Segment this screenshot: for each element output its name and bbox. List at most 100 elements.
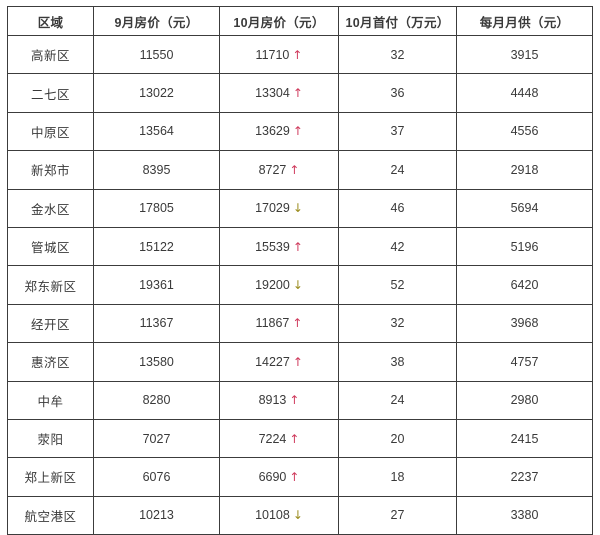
cell-oct-price: 6690 ↑ (219, 457, 339, 497)
oct-price-value-wrap: 10108 ↓ (255, 508, 303, 522)
cell-region: 经开区 (7, 303, 94, 344)
cell-oct-price: 11867 ↑ (219, 303, 339, 344)
table-row: 经开区 11367 11867 ↑ 32 3968 (7, 303, 593, 344)
trend-up-arrow-icon: ↑ (292, 86, 303, 101)
housing-price-table: 区域 9月房价（元） 10月房价（元） 10月首付（万元） 每月月供（元） 高新… (7, 6, 593, 535)
oct-price-value: 19200 (255, 278, 290, 293)
cell-downpayment: 18 (338, 457, 457, 497)
cell-oct-price: 19200 ↓ (219, 265, 339, 305)
trend-up-arrow-icon: ↑ (292, 239, 303, 254)
table-row: 中牟 8280 8913 ↑ 24 2980 (7, 380, 593, 420)
cell-sep-price: 8395 (93, 150, 220, 190)
cell-downpayment: 32 (338, 34, 457, 75)
column-header-monthly-payment: 每月月供（元） (456, 6, 593, 36)
cell-downpayment: 37 (338, 111, 457, 152)
cell-monthly-payment: 3380 (456, 495, 593, 535)
oct-price-value-wrap: 11867 ↑ (256, 316, 303, 330)
cell-sep-price: 19361 (93, 265, 220, 305)
cell-downpayment: 46 (338, 188, 457, 228)
header-row: 区域 9月房价（元） 10月房价（元） 10月首付（万元） 每月月供（元） (7, 6, 593, 36)
oct-price-value: 8727 (258, 162, 287, 177)
oct-price-value-wrap: 6690 ↑ (259, 470, 300, 484)
table-row: 惠济区 13580 14227 ↑ 38 4757 (7, 342, 593, 382)
column-header-sep-price: 9月房价（元） (93, 6, 220, 36)
cell-monthly-payment: 6420 (456, 265, 593, 305)
trend-up-arrow-icon: ↑ (289, 393, 300, 408)
cell-oct-price: 10108 ↓ (219, 495, 339, 535)
trend-down-arrow-icon: ↓ (292, 278, 303, 293)
trend-up-arrow-icon: ↑ (289, 431, 300, 446)
cell-monthly-payment: 2415 (456, 418, 593, 459)
oct-price-value-wrap: 11710 ↑ (256, 48, 303, 62)
cell-region: 航空港区 (7, 495, 94, 535)
cell-downpayment: 52 (338, 265, 457, 305)
cell-monthly-payment: 3915 (456, 34, 593, 75)
trend-down-arrow-icon: ↓ (292, 201, 303, 216)
oct-price-value: 6690 (258, 469, 287, 484)
cell-monthly-payment: 4757 (456, 342, 593, 382)
cell-downpayment: 24 (338, 380, 457, 420)
cell-oct-price: 8913 ↑ (219, 380, 339, 420)
cell-monthly-payment: 4556 (456, 111, 593, 152)
cell-region: 中原区 (7, 111, 94, 152)
cell-downpayment: 20 (338, 418, 457, 459)
cell-downpayment: 38 (338, 342, 457, 382)
oct-price-value: 13629 (255, 124, 290, 139)
oct-price-value-wrap: 8727 ↑ (259, 163, 300, 177)
oct-price-value-wrap: 17029 ↓ (255, 201, 303, 215)
cell-oct-price: 13629 ↑ (219, 111, 339, 152)
oct-price-value: 7224 (258, 431, 287, 446)
cell-oct-price: 14227 ↑ (219, 342, 339, 382)
cell-downpayment: 36 (338, 73, 457, 113)
cell-monthly-payment: 5694 (456, 188, 593, 228)
cell-region: 管城区 (7, 226, 94, 267)
trend-up-arrow-icon: ↑ (289, 162, 300, 177)
cell-sep-price: 13580 (93, 342, 220, 382)
cell-region: 金水区 (7, 188, 94, 228)
cell-oct-price: 11710 ↑ (219, 34, 339, 75)
cell-monthly-payment: 2237 (456, 457, 593, 497)
oct-price-value: 13304 (255, 86, 290, 101)
cell-monthly-payment: 5196 (456, 226, 593, 267)
cell-downpayment: 42 (338, 226, 457, 267)
oct-price-value-wrap: 7224 ↑ (259, 432, 300, 446)
cell-sep-price: 7027 (93, 418, 220, 459)
oct-price-value-wrap: 15539 ↑ (255, 240, 303, 254)
cell-oct-price: 7224 ↑ (219, 418, 339, 459)
table-body: 高新区 11550 11710 ↑ 32 3915 二七区 13022 13304 ↑ 36 4448… (7, 34, 593, 535)
cell-region: 二七区 (7, 73, 94, 113)
cell-region: 惠济区 (7, 342, 94, 382)
trend-up-arrow-icon: ↑ (292, 316, 303, 331)
table-row: 航空港区 10213 10108 ↓ 27 3380 (7, 495, 593, 535)
oct-price-value: 10108 (255, 508, 290, 523)
oct-price-value: 17029 (255, 201, 290, 216)
cell-region: 郑上新区 (7, 457, 94, 497)
trend-up-arrow-icon: ↑ (292, 354, 303, 369)
cell-sep-price: 17805 (93, 188, 220, 228)
cell-oct-price: 15539 ↑ (219, 226, 339, 267)
column-header-region: 区域 (7, 6, 94, 36)
trend-up-arrow-icon: ↑ (292, 47, 303, 62)
cell-sep-price: 8280 (93, 380, 220, 420)
cell-region: 中牟 (7, 380, 94, 420)
oct-price-value-wrap: 8913 ↑ (259, 393, 300, 407)
cell-sep-price: 13022 (93, 73, 220, 113)
trend-down-arrow-icon: ↓ (292, 508, 303, 523)
oct-price-value-wrap: 14227 ↑ (255, 355, 303, 369)
table-container: 区域 9月房价（元） 10月房价（元） 10月首付（万元） 每月月供（元） 高新… (7, 6, 593, 535)
cell-monthly-payment: 4448 (456, 73, 593, 113)
trend-up-arrow-icon: ↑ (289, 469, 300, 484)
table-row: 荥阳 7027 7224 ↑ 20 2415 (7, 418, 593, 459)
oct-price-value: 15539 (255, 239, 290, 254)
table-row: 中原区 13564 13629 ↑ 37 4556 (7, 111, 593, 152)
oct-price-value: 8913 (258, 393, 287, 408)
cell-region: 荥阳 (7, 418, 94, 459)
table-row: 新郑市 8395 8727 ↑ 24 2918 (7, 150, 593, 190)
cell-monthly-payment: 2980 (456, 380, 593, 420)
oct-price-value-wrap: 19200 ↓ (255, 278, 303, 292)
oct-price-value-wrap: 13629 ↑ (255, 124, 303, 138)
cell-downpayment: 32 (338, 303, 457, 344)
cell-sep-price: 6076 (93, 457, 220, 497)
table-row: 金水区 17805 17029 ↓ 46 5694 (7, 188, 593, 228)
